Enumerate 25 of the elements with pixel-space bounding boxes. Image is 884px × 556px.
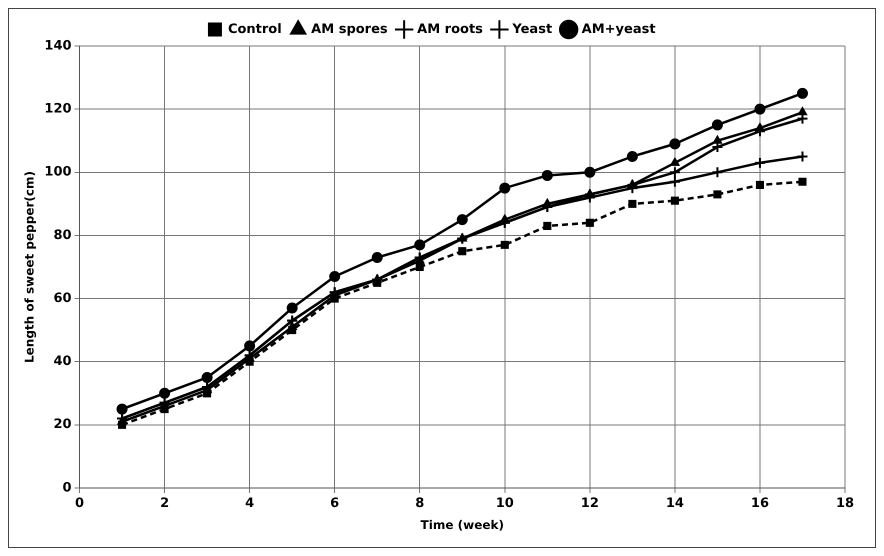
legend-label: AM spores <box>311 22 388 37</box>
y-tick-label: 80 <box>53 228 72 243</box>
legend-label: AM roots <box>417 22 484 37</box>
legend-label: Yeast <box>511 22 552 37</box>
x-tick-label: 16 <box>750 496 769 512</box>
x-tick-label: 0 <box>75 496 84 512</box>
legend-label: Control <box>228 22 282 37</box>
y-tick-label: 140 <box>44 38 72 54</box>
y-tick-label: 60 <box>53 290 72 306</box>
y-axis-title: Length of sweet pepper(cm) <box>22 171 36 363</box>
x-tick-label: 6 <box>330 496 340 512</box>
y-tick-label: 0 <box>62 480 72 496</box>
x-axis-title: Time (week) <box>420 518 504 532</box>
x-tick-label: 14 <box>666 496 684 512</box>
x-tick-label: 18 <box>836 496 854 512</box>
y-tick-label: 120 <box>44 102 72 117</box>
x-tick-label: 2 <box>160 496 170 512</box>
y-tick-label: 40 <box>53 354 72 370</box>
y-tick-label: 20 <box>53 417 72 432</box>
x-tick-label: 12 <box>580 496 599 512</box>
x-tick-label: 8 <box>415 496 424 512</box>
x-tick-label: 10 <box>496 496 514 512</box>
y-tick-label: 100 <box>44 164 72 180</box>
x-tick-label: 4 <box>245 496 254 512</box>
legend-label: AM+yeast <box>582 22 656 37</box>
